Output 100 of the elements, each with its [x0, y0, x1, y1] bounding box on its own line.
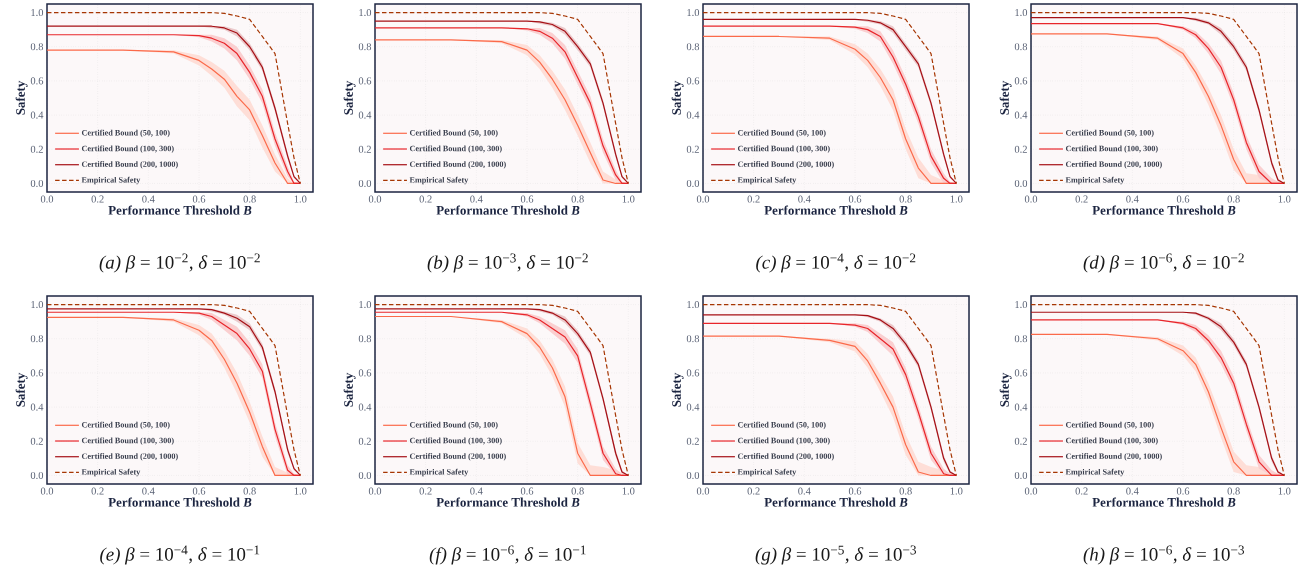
y-tick-label: 1.0: [31, 301, 44, 309]
legend-label: Empirical Safety: [409, 176, 469, 185]
text: (c) β = 10$^{−4}$, δ = 10$^{−2}$: [756, 253, 916, 273]
legend-label: Empirical Safety: [737, 468, 797, 477]
y-tick-label: 0.2: [686, 145, 699, 153]
x-tick-label: 0.0: [1024, 487, 1038, 495]
x-tick-label: 0.8: [243, 195, 256, 203]
legend-label: Certified Bound (50, 100): [737, 129, 826, 138]
y-tick-label: 0.6: [686, 369, 700, 377]
y-tick-label: 0.8: [1014, 335, 1028, 343]
x-tick-label: 0.8: [571, 195, 584, 203]
legend-label: Empirical Safety: [81, 468, 141, 477]
legend-label: Certified Bound (50, 100): [409, 421, 498, 430]
y-tick-label: 0.2: [1014, 145, 1027, 153]
x-tick-label: 0.4: [470, 487, 483, 495]
x-tick-label: 0.6: [1176, 195, 1190, 203]
x-tick-label: 0.2: [1075, 487, 1088, 495]
legend-label: Certified Bound (200, 1000): [409, 453, 506, 461]
y-tick-label: 0.8: [358, 335, 372, 343]
x-tick-label: 0.4: [142, 195, 155, 203]
legend-label: Certified Bound (100, 300): [1065, 437, 1158, 445]
y-tick-label: 0.0: [358, 179, 372, 187]
x-tick-label: 0.4: [798, 487, 811, 495]
y-tick-label: 0.0: [30, 179, 44, 187]
y-tick-label: 0.4: [1014, 111, 1028, 119]
legend-label: Certified Bound (100, 300): [737, 145, 830, 153]
x-tick-label: 0.8: [1227, 195, 1240, 203]
legend-label: Certified Bound (50, 100): [1065, 421, 1154, 430]
x-tick-label: 0.6: [192, 487, 206, 495]
y-tick-label: 0.8: [30, 43, 44, 51]
x-tick-label: 0.8: [899, 195, 912, 203]
y-tick-label: 1.0: [31, 9, 44, 17]
legend-label: Certified Bound (50, 100): [81, 129, 170, 138]
legend-label: Certified Bound (100, 300): [1065, 145, 1158, 153]
y-axis-title: Safety: [343, 372, 356, 407]
y-tick-label: 0.0: [358, 471, 372, 480]
legend-label: Empirical Safety: [1065, 176, 1125, 185]
x-tick-label: 0.2: [419, 195, 432, 203]
y-tick-label: 0.2: [358, 437, 371, 445]
x-tick-label: 0.2: [1075, 195, 1088, 203]
x-tick-label: 0.2: [91, 195, 104, 203]
text: (d) β = 10$^{−6}$, δ = 10$^{−2}$: [1083, 253, 1244, 273]
y-tick-label: 0.0: [1014, 179, 1028, 187]
x-axis-title: Performance Threshold B: [436, 205, 580, 215]
x-axis-title: Performance Threshold B: [1092, 497, 1236, 507]
x-tick-label: 0.6: [1176, 487, 1190, 495]
x-tick-label: 1.0: [950, 487, 963, 495]
x-tick-label: 0.2: [91, 487, 104, 495]
x-tick-label: 0.8: [571, 487, 584, 495]
y-tick-label: 0.6: [1014, 369, 1028, 377]
y-tick-label: 0.2: [358, 145, 371, 153]
y-tick-label: 0.8: [686, 43, 700, 51]
y-tick-label: 1.0: [1015, 301, 1028, 309]
legend-label: Certified Bound (200, 1000): [1065, 453, 1162, 461]
text: (h) β = 10$^{−6}$, δ = 10$^{−3}$: [1083, 545, 1245, 565]
legend-label: Certified Bound (200, 1000): [409, 161, 506, 169]
y-tick-label: 0.4: [686, 403, 700, 411]
x-tick-label: 1.0: [622, 487, 635, 495]
y-tick-label: 0.4: [358, 111, 372, 119]
x-axis-title: Performance Threshold B: [764, 497, 908, 507]
x-tick-label: 0.0: [1024, 195, 1038, 203]
y-tick-label: 0.4: [686, 111, 700, 119]
legend-label: Certified Bound (100, 300): [81, 145, 174, 153]
x-tick-label: 0.2: [747, 195, 760, 203]
x-axis-title: Performance Threshold B: [1092, 205, 1236, 215]
x-tick-label: 0.6: [848, 195, 862, 203]
x-tick-label: 0.0: [696, 487, 710, 495]
x-tick-label: 0.4: [1126, 195, 1139, 203]
x-tick-label: 1.0: [294, 195, 307, 203]
legend-label: Certified Bound (200, 1000): [81, 453, 178, 461]
y-tick-label: 1.0: [359, 9, 372, 17]
x-tick-label: 0.0: [368, 487, 382, 495]
legend-label: Certified Bound (100, 300): [409, 437, 502, 445]
x-tick-label: 0.4: [470, 195, 483, 203]
x-axis-title: Performance Threshold B: [764, 205, 908, 215]
x-tick-label: 0.6: [520, 487, 534, 495]
legend-label: Certified Bound (50, 100): [1065, 129, 1154, 138]
x-tick-label: 0.4: [142, 487, 155, 495]
legend-label: Certified Bound (50, 100): [737, 421, 826, 430]
y-tick-label: 1.0: [359, 301, 372, 309]
text: (f) β = 10$^{−6}$, δ = 10$^{−1}$: [429, 545, 586, 565]
y-tick-label: 0.2: [30, 437, 43, 445]
x-tick-label: 0.4: [798, 195, 811, 203]
y-tick-label: 0.6: [358, 77, 372, 85]
x-axis-title: Performance Threshold B: [108, 205, 252, 215]
x-axis-title: Performance Threshold B: [436, 497, 580, 507]
y-tick-label: 1.0: [687, 301, 700, 309]
x-tick-label: 1.0: [1278, 195, 1291, 203]
legend-label: Empirical Safety: [1065, 468, 1125, 477]
x-tick-label: 0.0: [696, 195, 710, 203]
x-tick-label: 1.0: [294, 487, 307, 495]
legend-label: Certified Bound (200, 1000): [737, 453, 834, 461]
y-axis-title: Safety: [671, 372, 684, 407]
y-tick-label: 1.0: [1015, 9, 1028, 17]
y-tick-label: 0.4: [30, 403, 44, 411]
legend-label: Certified Bound (200, 1000): [81, 161, 178, 169]
x-tick-label: 0.4: [1126, 487, 1139, 495]
y-tick-label: 0.0: [30, 471, 44, 480]
x-tick-label: 0.0: [40, 195, 54, 203]
x-tick-label: 0.2: [747, 487, 760, 495]
